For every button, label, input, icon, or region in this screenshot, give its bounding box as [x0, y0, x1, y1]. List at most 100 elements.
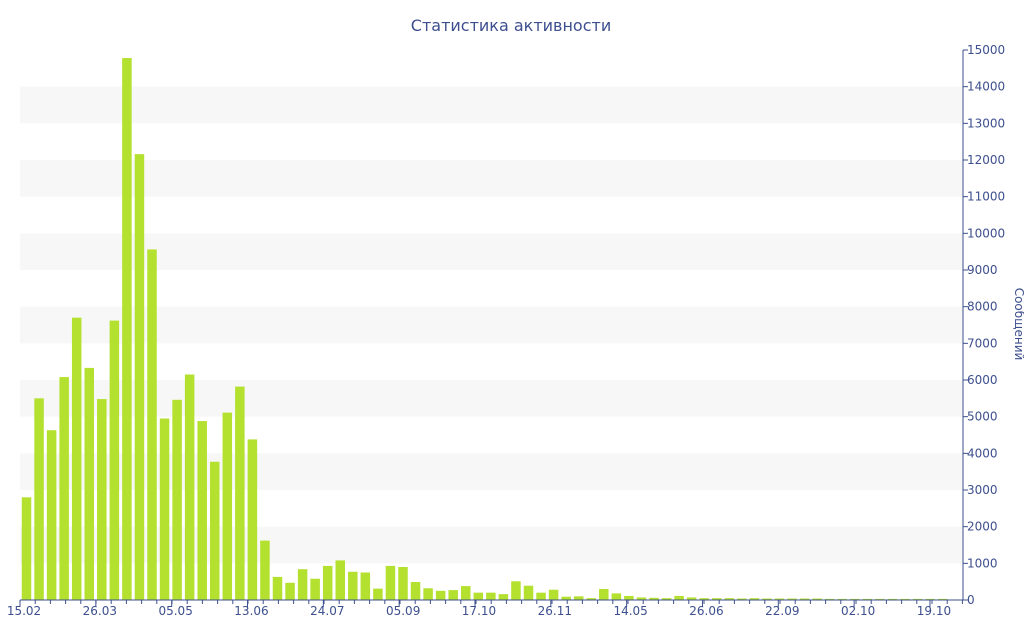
bar [159, 418, 170, 600]
x-tick-label: 05.09 [386, 604, 420, 618]
bar [285, 582, 295, 600]
bar [536, 592, 546, 600]
bar [172, 399, 182, 600]
y-axis: 0 1000 2000 3000 4000 5000 6000 7000 8000 9000 100… [962, 43, 1005, 607]
bar [373, 588, 383, 600]
y-tick-label: 7000 [967, 336, 998, 350]
bar [837, 598, 847, 600]
x-tick-label: 15.02 [7, 604, 41, 618]
bar [297, 569, 308, 600]
bar [498, 594, 509, 600]
bar [272, 576, 283, 600]
chart-title: Статистика активности [411, 16, 611, 35]
bar [812, 598, 822, 600]
bar [46, 430, 57, 600]
bar [699, 598, 709, 600]
bar [799, 598, 810, 600]
bar [97, 399, 107, 600]
bar [322, 565, 333, 600]
bar [862, 598, 873, 600]
y-tick-label: 4000 [967, 446, 998, 460]
x-tick-label: 14.05 [613, 604, 647, 618]
x-tick-label: 24.07 [310, 604, 344, 618]
y-tick-label: 8000 [967, 300, 998, 314]
background-band [20, 306, 963, 344]
bar [674, 595, 684, 600]
bar [787, 598, 797, 600]
bar [712, 598, 722, 600]
x-tick-label: 26.06 [689, 604, 723, 618]
bar [486, 592, 496, 600]
x-tick-label: 17.10 [462, 604, 496, 618]
bar [749, 598, 760, 600]
bar [737, 598, 747, 600]
bar [247, 439, 258, 600]
bar [887, 598, 898, 600]
x-tick-label: 05.05 [158, 604, 192, 618]
bar [636, 597, 647, 600]
y-tick-label: 14000 [967, 80, 1005, 94]
bar [385, 565, 396, 600]
bar [59, 377, 69, 600]
bar-series [21, 58, 948, 600]
bar [235, 386, 245, 600]
bar [448, 590, 458, 600]
bar [824, 598, 835, 600]
bar [850, 598, 860, 600]
y-tick-label: 2000 [967, 520, 998, 534]
bar [109, 320, 120, 600]
bar [724, 598, 735, 600]
x-tick-label: 19.10 [917, 604, 951, 618]
x-axis: 15.02 26.03 05.05 13.06 24.07 05.09 17.10 26.11… [7, 599, 963, 618]
bar [410, 582, 421, 600]
y-tick-label: 6000 [967, 373, 998, 387]
y-tick-label: 10000 [967, 226, 1005, 240]
y-tick-label: 9000 [967, 263, 998, 277]
background-band [20, 86, 963, 124]
bar [649, 597, 659, 600]
bar [348, 571, 358, 600]
x-tick-label: 26.03 [83, 604, 117, 618]
y-tick-label: 12000 [967, 153, 1005, 167]
bar [548, 589, 559, 600]
bar [900, 598, 910, 600]
bar [398, 567, 408, 600]
x-tick-label: 22.09 [765, 604, 799, 618]
y-axis-title: Сообщений [1012, 288, 1024, 361]
bar [611, 593, 622, 600]
bar [875, 598, 885, 600]
bar [134, 154, 145, 600]
bar [473, 592, 484, 600]
bar [925, 598, 935, 600]
bar [762, 598, 772, 600]
bar [184, 374, 195, 600]
background-band [20, 160, 963, 197]
bar [573, 596, 584, 600]
y-tick-label: 15000 [967, 43, 1005, 57]
x-tick-label: 13.06 [234, 604, 268, 618]
bar [147, 249, 157, 600]
bar [34, 398, 44, 600]
bar [197, 421, 207, 600]
bar [586, 598, 596, 600]
x-tick-label: 26.11 [538, 604, 572, 618]
y-tick-label: 5000 [967, 410, 998, 424]
bar [511, 581, 521, 600]
bar [71, 317, 82, 600]
bar [661, 598, 672, 600]
x-tick-label: 02.10 [841, 604, 875, 618]
bar [461, 586, 471, 600]
bar [260, 540, 270, 600]
y-tick-label: 11000 [967, 190, 1005, 204]
bar [84, 367, 94, 600]
bar [561, 596, 571, 600]
background-band [20, 233, 963, 270]
bar [523, 585, 534, 600]
bar [423, 588, 433, 600]
bar [122, 58, 132, 600]
bar [599, 589, 609, 600]
y-tick-label: 3000 [967, 483, 998, 497]
y-tick-label: 0 [967, 593, 975, 607]
background-bands [20, 86, 963, 564]
